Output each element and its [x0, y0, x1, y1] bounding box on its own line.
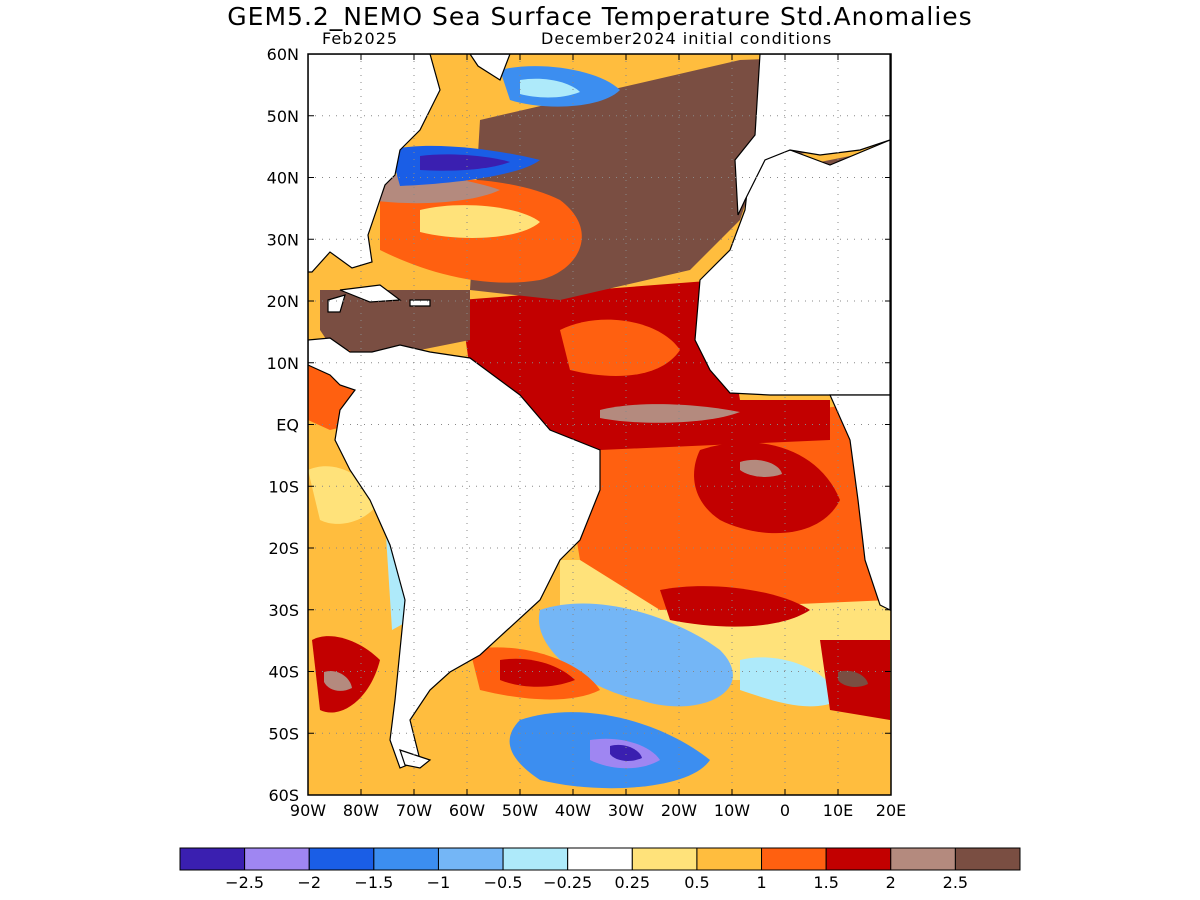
map-title: GEM5.2_NEMO Sea Surface Temperature Std.…	[227, 2, 973, 31]
colorbar-label: 1.5	[813, 873, 838, 892]
lat-label: EQ	[276, 416, 299, 435]
north-america	[308, 54, 441, 273]
yucatan	[327, 294, 346, 313]
coldest-core-southern-ocean	[610, 744, 642, 761]
lon-label: 20W	[661, 801, 697, 820]
colorbar-label: −2.5	[225, 873, 264, 892]
mild-patch-gulf-stream	[420, 205, 540, 238]
hot-patch-southeast-pacific	[312, 636, 380, 713]
lat-label: 10N	[267, 354, 299, 373]
colorbar-label: 2.5	[943, 873, 968, 892]
lon-label: 10W	[714, 801, 750, 820]
lat-label: 30S	[268, 601, 299, 620]
lon-label: 70W	[396, 801, 432, 820]
colorbar-label: −0.25	[543, 873, 592, 892]
extreme-region-caribbean	[320, 290, 470, 360]
hot-band-south-atlantic	[660, 586, 810, 627]
axis-ticks: 90W 80W 70W 60W 50W 40W 30W 20W 10W 0 10E 20E 60N 50N…	[267, 45, 907, 820]
hot-patch-southwest	[500, 658, 575, 687]
africa-south-west-coast	[829, 394, 891, 611]
extreme-patch-southeast-pacific	[324, 670, 352, 691]
colorbar-swatch	[244, 847, 310, 871]
forecast-month: Feb2025	[322, 29, 399, 48]
lat-label: 20S	[268, 539, 299, 558]
europe	[734, 54, 891, 216]
lon-label: 60W	[449, 801, 485, 820]
colorbar-swatch	[761, 847, 827, 871]
cool-patch-southeast	[740, 657, 840, 707]
africa-north	[694, 139, 891, 396]
extreme-patch-south-africa	[838, 670, 868, 687]
lat-label: 60S	[268, 786, 299, 805]
colorbar-swatch	[825, 847, 892, 871]
colorbar-swatch	[696, 847, 763, 871]
colorbar-swatch	[373, 847, 439, 871]
colorbar-label: 2	[886, 873, 896, 892]
colorbar-swatch	[308, 847, 375, 871]
lat-label: 50S	[268, 724, 299, 743]
colorbar-swatch	[567, 847, 633, 871]
lat-label: 40S	[268, 663, 299, 682]
colorbar-swatch	[954, 847, 1021, 871]
colorbar-label: 0.5	[684, 873, 709, 892]
colorbar-swatch	[179, 847, 246, 871]
lon-label: 0	[780, 801, 790, 820]
land	[308, 54, 891, 769]
colorbar-label: −1	[427, 873, 451, 892]
extreme-band-equatorial	[600, 404, 740, 423]
lon-label: 40W	[555, 801, 591, 820]
colorbar-label: 1	[756, 873, 766, 892]
colorbar-swatch	[437, 847, 504, 871]
cool-patch-labrador	[520, 78, 580, 98]
colorbar-label: 0.25	[614, 873, 650, 892]
lat-label: 10S	[268, 477, 299, 496]
hot-region-angola-basin	[694, 442, 840, 534]
warm-patch-tropical-atlantic	[560, 319, 680, 376]
lon-label: 30W	[608, 801, 644, 820]
colorbar: −2.5 −2 −1.5 −1 −0.5 −0.25 0.25 0.5 1 1.5 2 2.5	[179, 847, 1021, 892]
south-america	[308, 337, 601, 769]
colorbar-label: −2	[297, 873, 321, 892]
colorbar-label: −1.5	[354, 873, 393, 892]
lon-label: 10E	[823, 801, 853, 820]
hispaniola	[409, 299, 431, 307]
colorbar-label: −0.5	[484, 873, 523, 892]
coldest-core-northwest-atlantic	[420, 154, 510, 171]
lon-label: 80W	[343, 801, 379, 820]
falklands-area	[399, 749, 432, 769]
colorbar-swatch	[502, 847, 569, 871]
cuba	[339, 284, 402, 303]
extreme-band-gulf-stream	[360, 175, 500, 204]
lat-label: 40N	[267, 169, 299, 188]
lat-label: 60N	[267, 45, 299, 64]
initial-conditions-label: December2024 initial conditions	[541, 29, 833, 48]
lat-label: 20N	[267, 292, 299, 311]
greenland-tip	[469, 54, 511, 81]
colorbar-swatch	[631, 847, 698, 871]
lon-label: 20E	[876, 801, 906, 820]
lon-label: 50W	[502, 801, 538, 820]
extreme-patch-angola-basin	[740, 459, 782, 477]
lon-label: 90W	[290, 801, 326, 820]
cool-patch-south-atlantic	[538, 603, 733, 707]
colorbar-swatch	[890, 847, 956, 871]
lat-label: 30N	[267, 230, 299, 249]
lat-label: 50N	[267, 107, 299, 126]
